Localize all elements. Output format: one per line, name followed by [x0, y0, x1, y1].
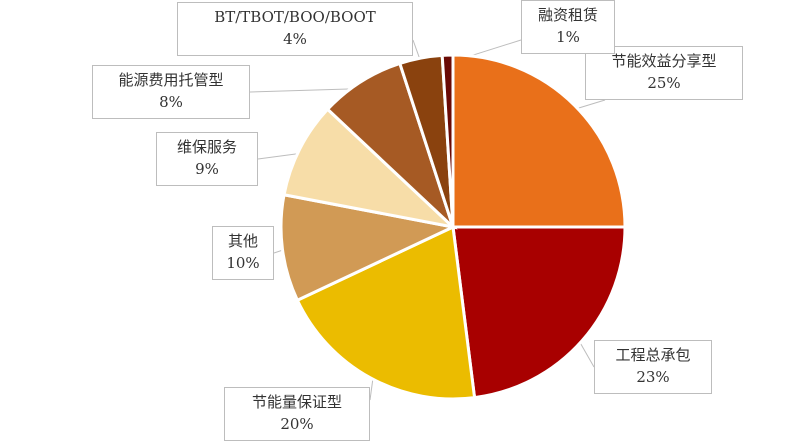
data-label-1: 工程总承包 23% [594, 340, 712, 394]
pie-slice-1 [451, 225, 627, 400]
data-label-4: 维保服务 9% [156, 132, 258, 186]
pie-slice-0 [451, 53, 627, 229]
data-label-2: 节能量保证型 20% [224, 387, 370, 441]
data-label-3: 其他 10% [212, 226, 274, 280]
data-label-7: 融资租赁 1% [521, 0, 615, 54]
pie-slice-4 [282, 107, 458, 230]
data-label-5: 能源费用托管型 8% [92, 65, 250, 119]
pie-slice-2 [295, 224, 477, 401]
pie-slice-7 [440, 53, 455, 228]
pie-slice-3 [279, 193, 458, 303]
data-label-6: BT/TBOT/BOO/BOOT 4% [177, 2, 413, 56]
data-label-0: 节能效益分享型 25% [585, 46, 743, 100]
leader-line-5 [249, 88, 366, 93]
